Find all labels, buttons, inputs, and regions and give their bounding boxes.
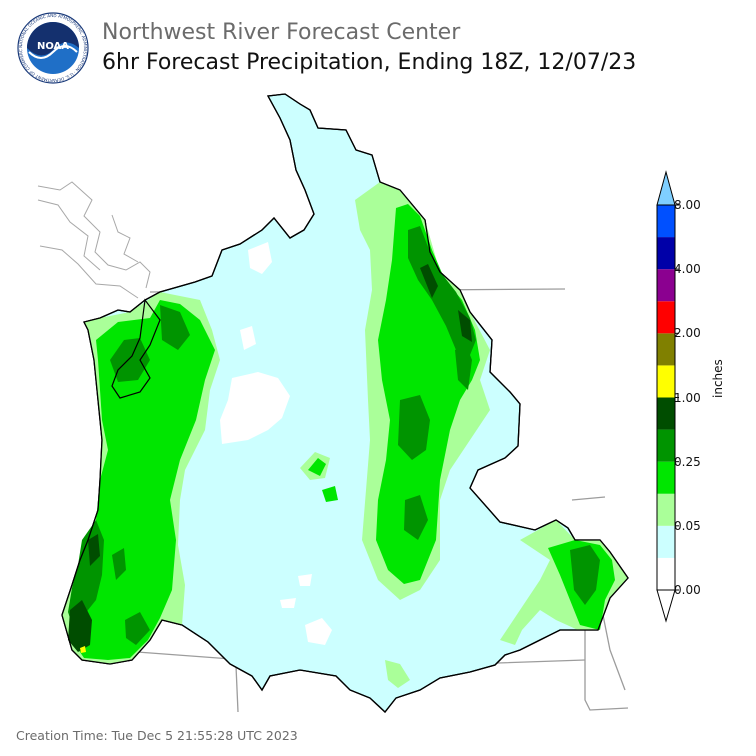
colorbar-tick-label: 4.00 bbox=[674, 262, 701, 277]
colorbar-tick-label: 0.05 bbox=[674, 518, 701, 533]
colorbar-tick-label: 0.00 bbox=[674, 583, 701, 597]
colorbar-unit-label: inches bbox=[711, 359, 725, 398]
colorbar-tick-label: 2.00 bbox=[674, 326, 701, 341]
org-title: Northwest River Forecast Center bbox=[102, 20, 461, 45]
creation-time: Creation Time: Tue Dec 5 21:55:28 UTC 20… bbox=[16, 728, 298, 743]
subbasin-outline bbox=[111, 298, 161, 399]
colorbar-tick-label: 0.25 bbox=[674, 454, 701, 469]
noaa-logo-text: NOAA bbox=[37, 41, 69, 52]
very-dark-green-areas bbox=[68, 264, 472, 652]
coastline-fragments bbox=[37, 181, 151, 299]
noaa-logo: NOAA NATIONAL OCEANIC AND ATMOSPHERIC AD… bbox=[17, 12, 89, 84]
map-title: 6hr Forecast Precipitation, Ending 18Z, … bbox=[102, 50, 637, 75]
colorbar-tick-label: 1.00 bbox=[674, 390, 701, 405]
colorbar-tick-label: 8.00 bbox=[674, 198, 701, 212]
yellow-spot bbox=[80, 646, 86, 653]
trace-areas bbox=[220, 242, 332, 645]
basin-outline bbox=[61, 93, 629, 713]
